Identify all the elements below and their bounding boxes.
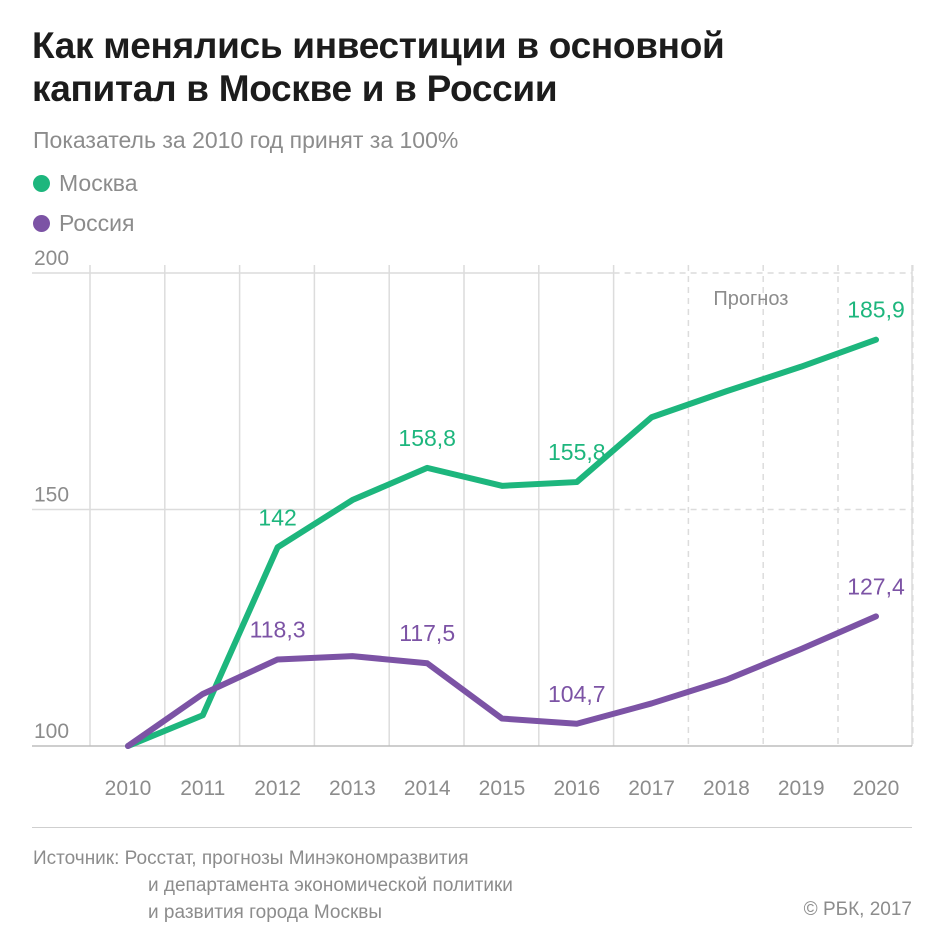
y-tick-label: 150 bbox=[34, 484, 69, 507]
chart-title-line-1: Как менялись инвестиции в основной bbox=[32, 25, 725, 66]
y-tick-label: 100 bbox=[34, 720, 69, 743]
data-label: 155,8 bbox=[548, 439, 606, 465]
x-tick-label: 2010 bbox=[105, 777, 152, 800]
data-label: 185,9 bbox=[847, 297, 905, 323]
x-tick-label: 2011 bbox=[180, 777, 225, 800]
series-line-moscow bbox=[125, 336, 879, 749]
label-layer: Прогноз 142 158,8 155,8 185,9 118,3 117,5 104,7… bbox=[250, 288, 905, 707]
x-tick-label: 2018 bbox=[703, 777, 750, 800]
x-tick-label: 2014 bbox=[404, 777, 451, 800]
data-label: 117,5 bbox=[399, 620, 455, 646]
source-line-1: Источник: Росстат, прогнозы Минэкономраз… bbox=[33, 848, 469, 869]
grid-layer bbox=[32, 265, 914, 747]
axis-layer: 100 150 200 2010 2011 2012 2013 2014 2015 2016 201… bbox=[34, 247, 899, 800]
source-line-2: и департамента экономической политики bbox=[148, 875, 513, 896]
legend-dot-russia bbox=[33, 214, 50, 232]
legend-item-russia: Россия bbox=[33, 209, 134, 237]
legend-label-russia: Россия bbox=[59, 209, 135, 236]
x-tick-label: 2013 bbox=[329, 777, 376, 800]
data-label: 142 bbox=[258, 504, 296, 530]
data-label: 127,4 bbox=[847, 573, 905, 599]
data-label: 158,8 bbox=[398, 425, 456, 451]
series-line-russia bbox=[125, 613, 879, 749]
forecast-label: Прогноз bbox=[713, 288, 788, 310]
legend-dot-moscow bbox=[33, 174, 50, 192]
source-line-3: и развития города Москвы bbox=[148, 902, 383, 923]
x-tick-label: 2017 bbox=[628, 777, 675, 800]
legend-item-moscow: Москва bbox=[33, 169, 138, 197]
x-tick-label: 2012 bbox=[254, 777, 301, 800]
x-tick-label: 2019 bbox=[778, 777, 825, 800]
line-chart: 100 150 200 2010 2011 2012 2013 2014 2015 2016 201… bbox=[32, 247, 914, 800]
x-tick-label: 2020 bbox=[853, 777, 900, 800]
chart-title-line-2: капитал в Москве и в России bbox=[32, 68, 558, 109]
x-tick-label: 2015 bbox=[479, 777, 526, 800]
data-label: 118,3 bbox=[250, 616, 306, 642]
series-layer bbox=[125, 336, 879, 749]
footer-divider bbox=[32, 827, 912, 828]
source-note: Источник: Росстат, прогнозы Минэкономраз… bbox=[33, 845, 513, 926]
data-label: 104,7 bbox=[548, 681, 606, 707]
chart-subtitle: Показатель за 2010 год принят за 100% bbox=[33, 127, 459, 153]
x-tick-label: 2016 bbox=[553, 777, 600, 800]
legend-label-moscow: Москва bbox=[59, 169, 138, 196]
y-tick-label: 200 bbox=[34, 247, 69, 270]
chart-title: Как менялись инвестиции в основной капит… bbox=[32, 24, 912, 110]
copyright: © РБК, 2017 bbox=[803, 899, 912, 920]
